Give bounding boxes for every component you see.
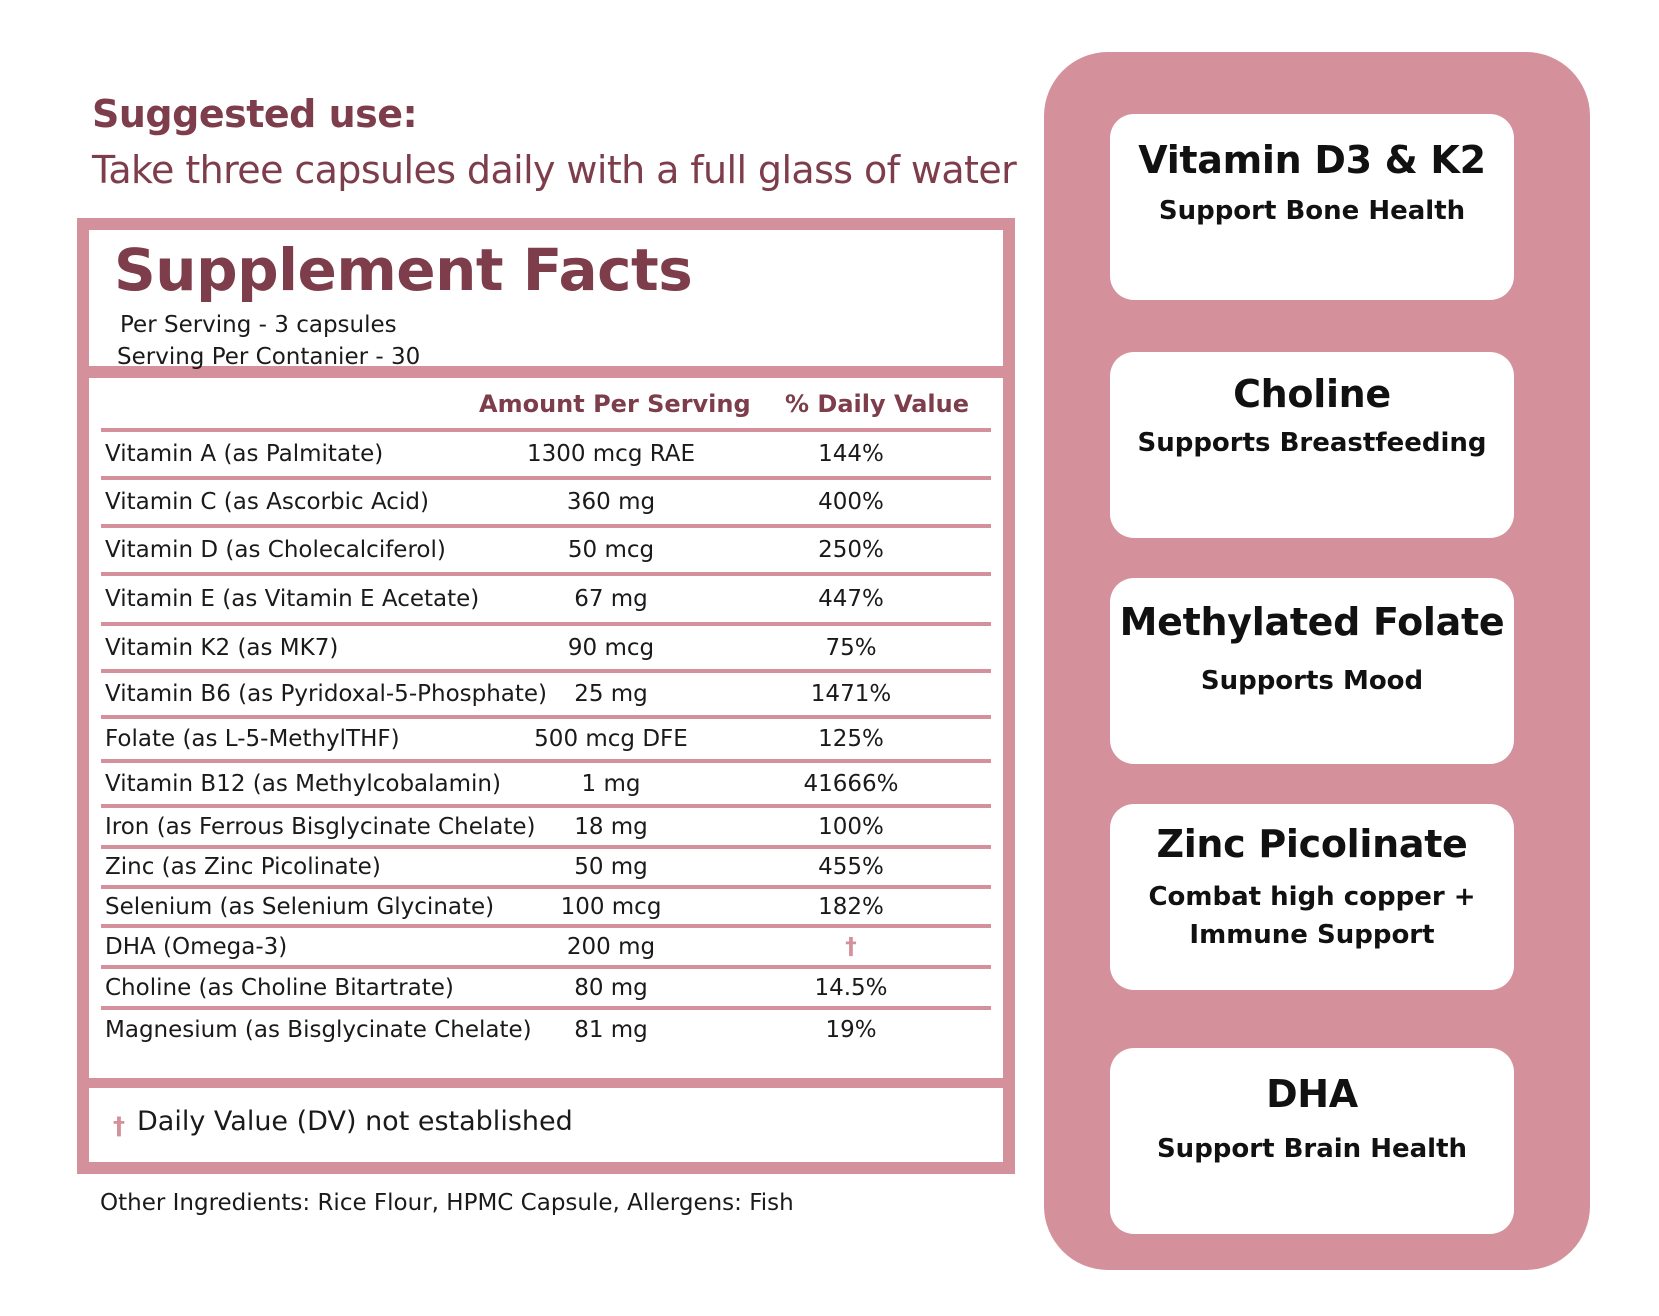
nutrient-name: Vitamin D (as Cholecalciferol)	[105, 537, 446, 563]
nutrient-daily-value: 14.5%	[814, 974, 888, 1001]
benefit-title: Methylated Folate	[1119, 600, 1505, 644]
table-row: Vitamin K2 (as MK7) 90 mcg 75%	[101, 626, 991, 673]
amount-column-header: Amount Per Serving	[479, 390, 751, 418]
nutrient-amount: 100 mcg	[560, 893, 662, 920]
table-row: Vitamin C (as Ascorbic Acid) 360 mg 400%	[101, 480, 991, 528]
nutrient-amount: 200 mg	[566, 933, 656, 960]
benefit-card-dha: DHA Support Brain Health	[1110, 1048, 1514, 1234]
nutrient-daily-value: 100%	[818, 813, 884, 840]
nutrient-name: Zinc (as Zinc Picolinate)	[105, 854, 381, 880]
benefit-description: Support Bone Health	[1158, 196, 1466, 226]
nutrient-name: Vitamin B12 (as Methylcobalamin)	[105, 770, 501, 797]
benefit-card-vitamin-d3-k2: Vitamin D3 & K2 Support Bone Health	[1110, 114, 1514, 300]
table-row: Vitamin B12 (as Methylcobalamin) 1 mg 41…	[101, 763, 991, 808]
benefit-description: Support Brain Health	[1156, 1134, 1468, 1164]
nutrient-daily-value: 447%	[818, 586, 884, 612]
table-row: Iron (as Ferrous Bisglycinate Chelate) 1…	[101, 808, 991, 849]
benefit-description: Combat high copper + Immune Support	[1148, 882, 1476, 950]
nutrient-name: Vitamin B6 (as Pyridoxal-5-Phosphate)	[105, 681, 548, 707]
nutrient-name: Choline (as Choline Bitartrate)	[105, 974, 454, 1001]
nutrient-name: Iron (as Ferrous Bisglycinate Chelate)	[105, 813, 536, 840]
table-row: Vitamin E (as Vitamin E Acetate) 67 mg 4…	[101, 576, 991, 626]
table-row: Choline (as Choline Bitartrate) 80 mg 14…	[101, 969, 991, 1010]
benefit-description: Supports Mood	[1200, 666, 1424, 696]
nutrient-amount: 90 mcg	[567, 634, 655, 661]
suggested-use-heading: Suggested use:	[92, 92, 418, 136]
nutrient-name: DHA (Omega-3)	[105, 933, 288, 960]
nutrient-daily-value: 250%	[818, 537, 884, 563]
benefit-title: Vitamin D3 & K2	[1138, 138, 1486, 182]
table-row: Selenium (as Selenium Glycinate) 100 mcg…	[101, 889, 991, 928]
nutrient-amount: 80 mg	[574, 974, 648, 1001]
nutrient-name: Folate (as L-5-MethylTHF)	[105, 726, 400, 752]
nutrient-amount: 500 mcg DFE	[534, 726, 688, 752]
nutrient-daily-value: 144%	[818, 441, 884, 467]
table-row: Vitamin B6 (as Pyridoxal-5-Phosphate) 25…	[101, 673, 991, 719]
benefits-panel: Vitamin D3 & K2 Support Bone Health Chol…	[1044, 52, 1590, 1270]
facts-title: Supplement Facts	[114, 236, 693, 304]
nutrient-daily-value: 125%	[818, 726, 884, 752]
table-row: Vitamin D (as Cholecalciferol) 50 mcg 25…	[101, 528, 991, 576]
nutrient-amount: 18 mg	[574, 813, 648, 840]
nutrient-daily-value: 19%	[825, 1017, 877, 1043]
nutrient-amount: 1 mg	[581, 770, 641, 797]
benefit-title: Choline	[1233, 372, 1391, 416]
nutrient-amount: 1300 mcg RAE	[526, 441, 696, 467]
nutrient-amount: 360 mg	[566, 489, 656, 515]
other-ingredients: Other Ingredients: Rice Flour, HPMC Caps…	[100, 1190, 794, 1216]
nutrient-name: Selenium (as Selenium Glycinate)	[105, 893, 495, 920]
servings-per-container: Serving Per Contanier - 30	[117, 344, 421, 370]
nutrient-name: Vitamin A (as Palmitate)	[105, 441, 384, 467]
table-row: Folate (as L-5-MethylTHF) 500 mcg DFE 12…	[101, 719, 991, 763]
nutrient-name: Vitamin C (as Ascorbic Acid)	[105, 489, 429, 515]
dagger-icon: †	[845, 933, 857, 960]
facts-table: Amount Per Serving % Daily Value Vitamin…	[89, 378, 1003, 1078]
dagger-icon: †	[113, 1112, 125, 1140]
nutrient-amount: 50 mg	[574, 854, 648, 880]
benefit-description: Supports Breastfeeding	[1137, 428, 1487, 458]
facts-header: Supplement Facts Per Serving - 3 capsule…	[89, 230, 1003, 370]
benefit-title: Zinc Picolinate	[1156, 822, 1468, 866]
nutrient-name: Magnesium (as Bisglycinate Chelate)	[105, 1017, 532, 1043]
nutrient-daily-value: 182%	[818, 893, 884, 920]
supplement-facts-panel: Supplement Facts Per Serving - 3 capsule…	[77, 218, 1015, 1174]
nutrient-daily-value: 75%	[825, 634, 877, 661]
benefit-title: DHA	[1266, 1072, 1358, 1116]
daily-value-column-header: % Daily Value	[785, 390, 970, 418]
benefit-card-zinc-picolinate: Zinc Picolinate Combat high copper + Imm…	[1110, 804, 1514, 990]
benefit-card-methylated-folate: Methylated Folate Supports Mood	[1110, 578, 1514, 764]
nutrient-name: Vitamin K2 (as MK7)	[105, 634, 339, 661]
serving-size: Per Serving - 3 capsules	[120, 312, 397, 338]
nutrient-daily-value: 455%	[818, 854, 884, 880]
table-row: Magnesium (as Bisglycinate Chelate) 81 m…	[101, 1010, 991, 1050]
header-divider	[101, 428, 991, 432]
benefit-card-choline: Choline Supports Breastfeeding	[1110, 352, 1514, 538]
table-row: DHA (Omega-3) 200 mg †	[101, 928, 991, 969]
nutrient-amount: 81 mg	[574, 1017, 648, 1043]
nutrient-amount: 67 mg	[574, 586, 648, 612]
nutrient-amount: 50 mcg	[567, 537, 655, 563]
footnote-text: Daily Value (DV) not established	[137, 1106, 573, 1137]
daily-value-footnote: † Daily Value (DV) not established	[89, 1088, 1003, 1162]
nutrient-daily-value: 1471%	[810, 681, 892, 707]
nutrient-amount: 25 mg	[574, 681, 648, 707]
table-row: Zinc (as Zinc Picolinate) 50 mg 455%	[101, 849, 991, 889]
suggested-use-text: Take three capsules daily with a full gl…	[92, 148, 1017, 192]
nutrient-daily-value: 41666%	[803, 770, 899, 797]
nutrient-daily-value: 400%	[818, 489, 884, 515]
nutrient-name: Vitamin E (as Vitamin E Acetate)	[105, 586, 480, 612]
table-row: Vitamin A (as Palmitate) 1300 mcg RAE 14…	[101, 432, 991, 480]
